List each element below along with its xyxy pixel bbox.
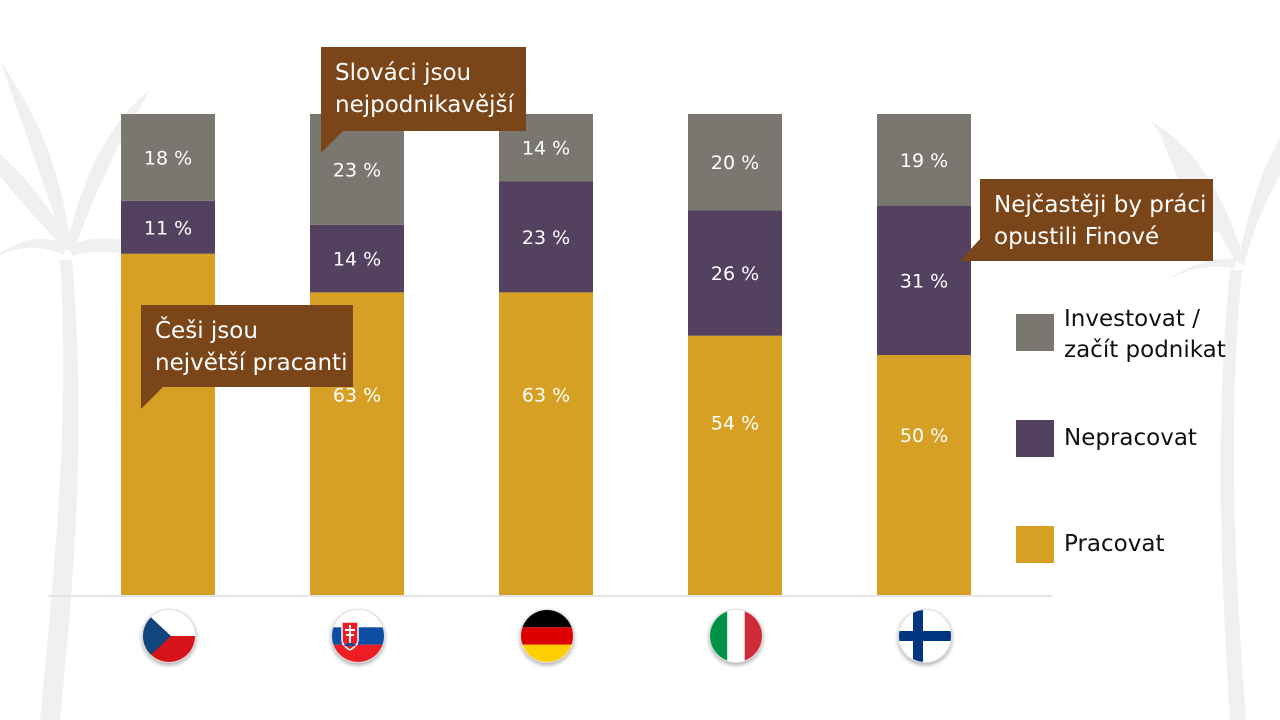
label-investovat-de: 14 % bbox=[522, 138, 570, 160]
legend-label-pracovat: Pracovat bbox=[1064, 531, 1165, 557]
label-pracovat-de: 63 % bbox=[522, 385, 570, 407]
bar-nepracovat-sk bbox=[310, 224, 404, 293]
callout-fi-line2: opustili Finové bbox=[994, 224, 1160, 250]
bar-investovat-cz bbox=[121, 114, 215, 201]
data-labels-layer: 71 %11 %18 %63 %14 %23 %63 %23 %14 %54 %… bbox=[144, 138, 948, 447]
callout-sk-tail bbox=[321, 131, 343, 153]
callout-fi-tail bbox=[960, 239, 980, 261]
legend-swatch-nepracovat bbox=[1016, 420, 1054, 457]
label-nepracovat-fi: 31 % bbox=[900, 270, 948, 292]
callout-sk-line2: nejpodnikavější bbox=[335, 92, 514, 118]
label-nepracovat-de: 23 % bbox=[522, 227, 570, 249]
bar-investovat-it bbox=[688, 114, 782, 211]
legend-label-nepracovat: Nepracovat bbox=[1064, 425, 1197, 451]
callout-cz: Češi jsou největší pracanti bbox=[141, 305, 353, 387]
bar-pracovat-de bbox=[499, 292, 593, 596]
callout-fi-line1: Nejčastěji by práci bbox=[994, 192, 1207, 218]
bar-nepracovat-fi bbox=[877, 205, 971, 355]
label-pracovat-fi: 50 % bbox=[900, 425, 948, 447]
cz-flag-icon bbox=[142, 609, 196, 663]
label-investovat-cz: 18 % bbox=[144, 147, 192, 169]
label-investovat-fi: 19 % bbox=[900, 150, 948, 172]
legend-swatch-pracovat bbox=[1016, 526, 1054, 563]
it-flag-icon bbox=[709, 609, 763, 663]
bar-pracovat-fi bbox=[877, 355, 971, 596]
label-investovat-sk: 23 % bbox=[333, 159, 381, 181]
bar-investovat-fi bbox=[877, 114, 971, 206]
bar-nepracovat-de bbox=[499, 181, 593, 293]
callout-sk: Slováci jsou nejpodnikavější bbox=[321, 47, 526, 131]
label-investovat-it: 20 % bbox=[711, 152, 759, 174]
de-flag-icon bbox=[520, 609, 574, 663]
label-pracovat-it: 54 % bbox=[711, 412, 759, 434]
legend-investovat-line1: Investovat / bbox=[1064, 306, 1200, 332]
legend-investovat-line2: začít podnikat bbox=[1064, 337, 1226, 363]
legend-swatch-investovat bbox=[1016, 314, 1054, 351]
legend-label-investovat: Investovat / začít podnikat bbox=[1064, 304, 1226, 366]
callout-cz-tail bbox=[141, 387, 163, 409]
label-nepracovat-sk: 14 % bbox=[333, 249, 381, 271]
callout-fi: Nejčastěji by práci opustili Finové bbox=[980, 179, 1213, 261]
bar-pracovat-it bbox=[688, 335, 782, 596]
label-pracovat-sk: 63 % bbox=[333, 385, 381, 407]
label-nepracovat-it: 26 % bbox=[711, 263, 759, 285]
callout-sk-line1: Slováci jsou bbox=[335, 60, 472, 86]
callout-cz-line1: Češi jsou bbox=[155, 318, 258, 344]
bar-nepracovat-cz bbox=[121, 200, 215, 254]
callout-cz-line2: největší pracanti bbox=[155, 350, 348, 376]
bar-nepracovat-it bbox=[688, 210, 782, 336]
fi-flag-icon bbox=[898, 609, 952, 663]
label-nepracovat-cz: 11 % bbox=[144, 217, 192, 239]
sk-flag-icon bbox=[331, 609, 385, 663]
